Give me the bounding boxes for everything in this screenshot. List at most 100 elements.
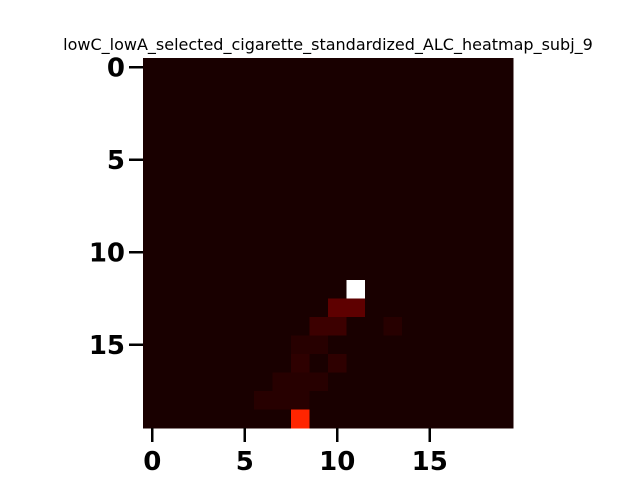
heatmap-cell [420,187,440,207]
heatmap-cell [494,169,514,188]
heatmap-cell [180,409,199,429]
heatmap-cell [457,169,477,188]
heatmap-cell [346,150,366,170]
heatmap-cell [217,280,236,299]
heatmap-cell [309,409,329,429]
heatmap-cell [143,298,162,318]
heatmap-cell [161,372,181,392]
heatmap-cell [180,113,199,133]
heatmap-cell [180,58,199,77]
heatmap-cell [272,58,292,77]
heatmap-cell [143,261,162,281]
heatmap-cell [161,243,181,262]
heatmap-cell [272,261,292,281]
heatmap-cell [457,224,477,244]
heatmap-cell [309,391,329,410]
heatmap-cell [476,261,495,281]
heatmap-cell [494,132,514,151]
heatmap-cell [402,243,421,262]
heatmap-cell [328,187,347,207]
heatmap-cell [291,76,310,96]
heatmap-cell [476,58,495,77]
heatmap-cell [476,169,495,188]
heatmap-cell [143,132,162,151]
heatmap-cell [365,298,384,318]
heatmap-cell [346,391,366,410]
heatmap-cell [383,206,403,225]
heatmap-cells [143,58,514,429]
heatmap-cell [402,409,421,429]
heatmap-cell [272,113,292,133]
heatmap-cell [365,335,384,355]
heatmap-cell [217,76,236,96]
heatmap-cell [272,317,292,336]
heatmap-cell [161,391,181,410]
heatmap-cell [291,335,310,355]
heatmap-cell [309,243,329,262]
heatmap-cell [235,354,255,373]
heatmap-cell [291,391,310,410]
heatmap-cell [402,298,421,318]
heatmap-cell [365,95,384,114]
heatmap-cell [420,298,440,318]
heatmap-cell [180,150,199,170]
heatmap-cell [309,261,329,281]
heatmap-cell [272,76,292,96]
heatmap-cell [494,224,514,244]
heatmap-cell [272,169,292,188]
heatmap-cell [383,280,403,299]
heatmap-cell [402,76,421,96]
heatmap-cell [254,224,273,244]
heatmap-cell [346,372,366,392]
heatmap-cell [309,187,329,207]
heatmap-cell [402,150,421,170]
heatmap-cell [217,187,236,207]
heatmap-cell [180,335,199,355]
heatmap-cell [198,261,218,281]
heatmap-cell [328,95,347,114]
heatmap-cell [365,169,384,188]
heatmap-cell [161,150,181,170]
heatmap-cell [439,298,458,318]
heatmap-cell [180,261,199,281]
heatmap-cell [180,391,199,410]
heatmap-cell [180,187,199,207]
heatmap-cell [476,113,495,133]
heatmap-cell [254,317,273,336]
heatmap-cell [328,113,347,133]
heatmap-cell [420,58,440,77]
heatmap-cell [309,317,329,336]
heatmap-cell [476,187,495,207]
heatmap-cell [383,150,403,170]
y-tick-label: 0 [107,53,125,83]
heatmap-cell [420,150,440,170]
heatmap-cell [254,391,273,410]
heatmap-cell [346,280,366,299]
heatmap-cell [439,95,458,114]
heatmap-cell [328,317,347,336]
heatmap-cell [180,224,199,244]
heatmap-cell [494,354,514,373]
heatmap-cell [198,372,218,392]
heatmap-cell [217,132,236,151]
heatmap-cell [402,224,421,244]
heatmap-cell [365,58,384,77]
heatmap-cell [198,354,218,373]
heatmap-cell [365,354,384,373]
heatmap-cell [494,113,514,133]
heatmap-cell [198,224,218,244]
heatmap-cell [272,409,292,429]
heatmap-cell [309,335,329,355]
heatmap-cell [143,206,162,225]
heatmap-cell [254,113,273,133]
heatmap-cell [365,113,384,133]
heatmap-cell [198,317,218,336]
heatmap-cell [402,317,421,336]
heatmap-cell [420,113,440,133]
heatmap-cell [272,280,292,299]
heatmap-cell [383,335,403,355]
heatmap-cell [198,391,218,410]
heatmap-cell [198,132,218,151]
heatmap-cell [235,243,255,262]
